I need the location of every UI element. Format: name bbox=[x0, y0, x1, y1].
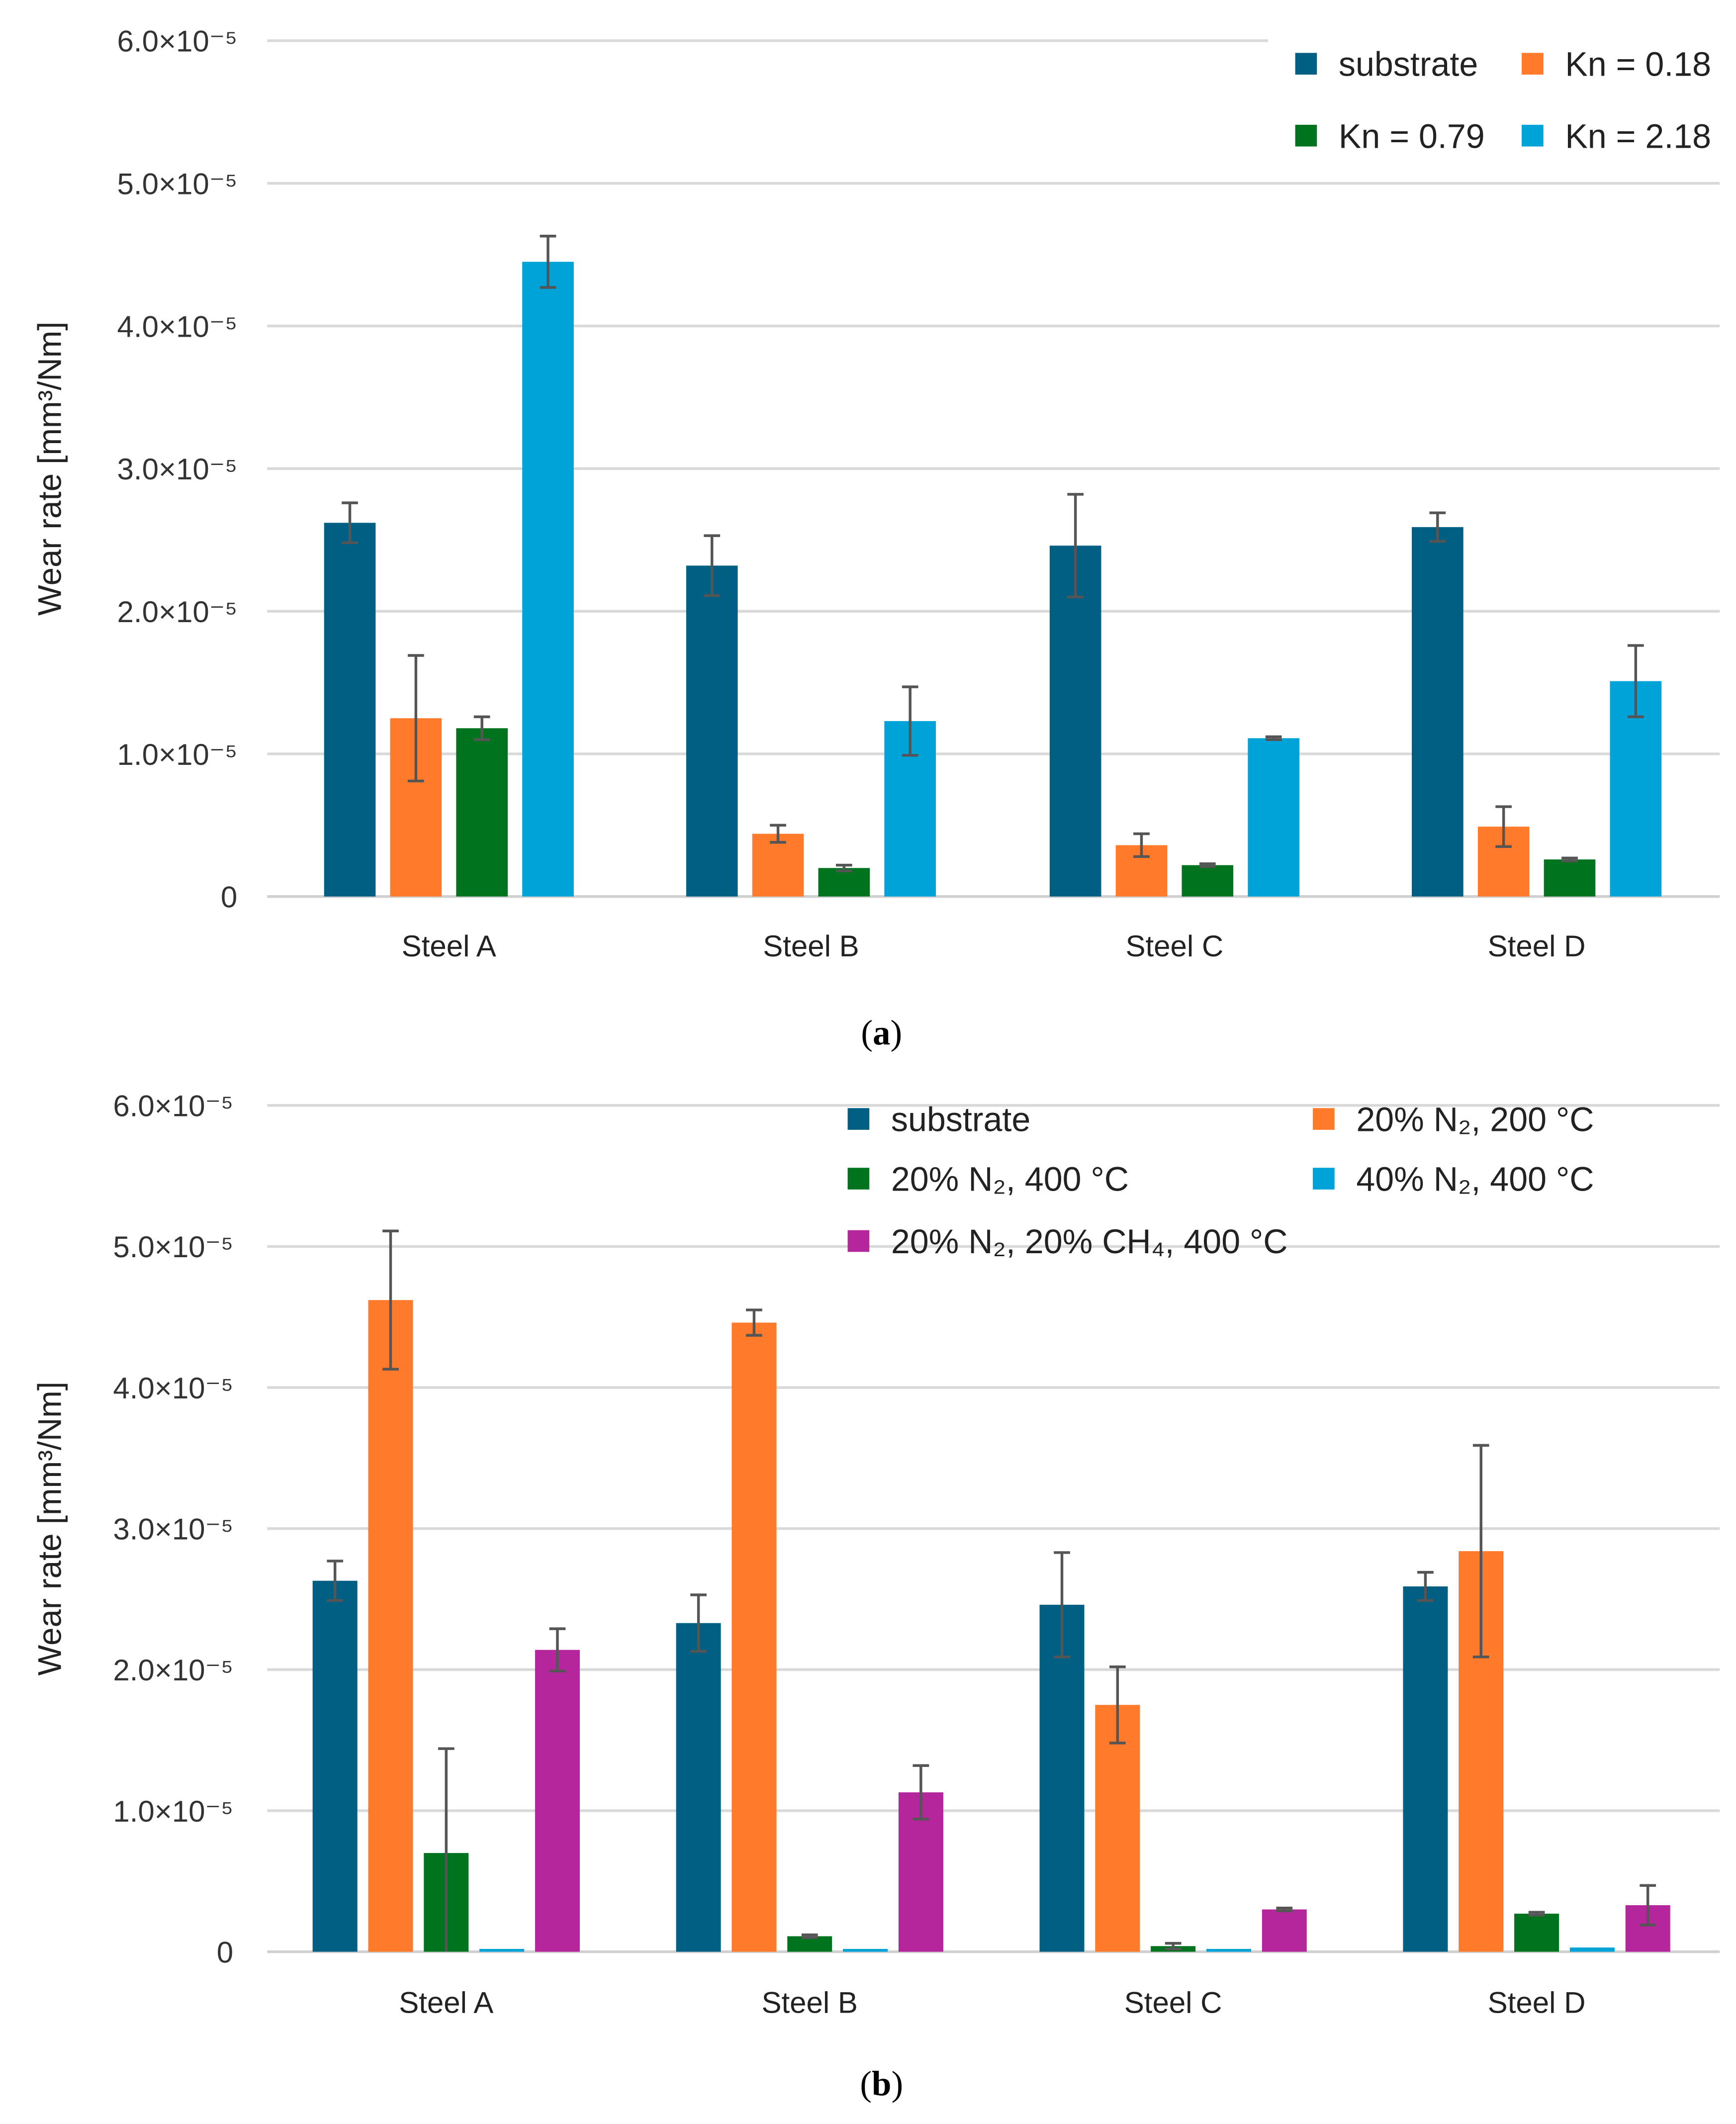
legend-swatch bbox=[847, 1168, 870, 1190]
y-tick-label: 4.0×10⁻⁵ bbox=[117, 310, 238, 343]
bar-b-s1-0 bbox=[368, 1300, 413, 1952]
x-tick-label: Steel C bbox=[1124, 1986, 1222, 2019]
panel-caption: (b) bbox=[860, 2065, 903, 2104]
x-tick-label: Steel B bbox=[761, 1986, 857, 2019]
chart-b: 0 1.0×10⁻⁵ 2.0×10⁻⁵ 3.0×10⁻⁵ 4.0×10⁻⁵ 5.0×10⁻… bbox=[32, 1090, 1720, 2104]
bar-a-s2-3 bbox=[1544, 859, 1596, 897]
x-tick-label: Steel D bbox=[1488, 929, 1586, 963]
x-tick-label: Steel A bbox=[399, 1986, 493, 2019]
legend-label: Kn = 2.18 bbox=[1565, 117, 1711, 155]
legend-swatch bbox=[1313, 1108, 1335, 1130]
y-tick-label: 2.0×10⁻⁵ bbox=[117, 595, 238, 629]
y-tick-label: 5.0×10⁻⁵ bbox=[117, 167, 238, 200]
x-tick-label: Steel A bbox=[402, 929, 496, 963]
x-tick-label: Steel D bbox=[1488, 1986, 1586, 2019]
y-tick-label: 6.0×10⁻⁵ bbox=[117, 25, 238, 58]
bar-b-s0-3 bbox=[1403, 1586, 1448, 1952]
panel-letter: b bbox=[872, 2065, 891, 2104]
y-axis-label: Wear rate [mm³/Nm] bbox=[32, 322, 68, 616]
x-tick-label: Steel C bbox=[1125, 929, 1223, 963]
bar-a-s2-2 bbox=[1182, 865, 1234, 897]
bar-a-s3-0 bbox=[522, 262, 574, 897]
bar-a-s0-0 bbox=[324, 523, 376, 897]
bar-b-s0-2 bbox=[1039, 1604, 1085, 1952]
y-tick-label: 0 bbox=[221, 881, 237, 914]
y-tick-label: 1.0×10⁻⁵ bbox=[117, 738, 238, 771]
bar-b-s4-2 bbox=[1262, 1909, 1307, 1952]
legend-swatch bbox=[847, 1108, 870, 1130]
bar-b-s3-3 bbox=[1569, 1947, 1615, 1952]
panel-caption: (a) bbox=[861, 1014, 902, 1052]
bar-a-s3-2 bbox=[1248, 738, 1299, 897]
legend-label: 40% N₂, 400 °C bbox=[1356, 1161, 1594, 1199]
bar-a-s0-1 bbox=[686, 565, 738, 897]
y-tick-label: 2.0×10⁻⁵ bbox=[113, 1654, 233, 1687]
chart-a: 0 1.0×10⁻⁵ 2.0×10⁻⁵ 3.0×10⁻⁵ 4.0×10⁻⁵ 5.0×10⁻… bbox=[32, 25, 1720, 1052]
bar-a-s1-1 bbox=[752, 833, 804, 897]
bar-b-s4-0 bbox=[535, 1650, 580, 1952]
bar-a-s2-1 bbox=[818, 868, 870, 897]
y-tick-label: 0 bbox=[217, 1936, 233, 1969]
legend-swatch bbox=[1295, 124, 1317, 147]
y-tick-label: 3.0×10⁻⁵ bbox=[113, 1513, 233, 1546]
legend-swatch bbox=[1522, 124, 1544, 147]
legend-swatch bbox=[1295, 53, 1317, 75]
bar-a-s2-0 bbox=[456, 728, 508, 897]
bar-b-s0-0 bbox=[312, 1580, 358, 1952]
bar-b-s2-3 bbox=[1514, 1914, 1559, 1952]
y-tick-label: 4.0×10⁻⁵ bbox=[113, 1372, 233, 1405]
legend-swatch bbox=[1522, 53, 1544, 75]
legend-label: 20% N₂, 200 °C bbox=[1356, 1101, 1594, 1139]
bar-b-s1-1 bbox=[731, 1322, 777, 1952]
legend-label: Kn = 0.79 bbox=[1339, 117, 1485, 155]
bar-b-s0-1 bbox=[676, 1623, 721, 1952]
y-tick-label: 3.0×10⁻⁵ bbox=[117, 453, 238, 486]
x-tick-label: Steel B bbox=[763, 929, 859, 963]
legend-label: 20% N₂, 20% CH₄, 400 °C bbox=[891, 1223, 1288, 1261]
bar-b-s3-0 bbox=[479, 1948, 525, 1952]
legend-swatch bbox=[1313, 1168, 1335, 1190]
legend-swatch bbox=[847, 1230, 870, 1252]
bar-a-s0-3 bbox=[1412, 527, 1463, 897]
bar-b-s1-2 bbox=[1095, 1705, 1140, 1952]
legend-label: Kn = 0.18 bbox=[1565, 46, 1711, 84]
legend-label: substrate bbox=[1339, 46, 1478, 84]
y-tick-label: 1.0×10⁻⁵ bbox=[113, 1795, 233, 1828]
bar-b-s3-1 bbox=[843, 1948, 888, 1952]
bar-b-s3-2 bbox=[1206, 1948, 1251, 1952]
panel-letter: a bbox=[873, 1014, 890, 1052]
legend-label: 20% N₂, 400 °C bbox=[891, 1161, 1129, 1199]
y-tick-label: 6.0×10⁻⁵ bbox=[113, 1090, 233, 1123]
bar-a-s0-2 bbox=[1049, 546, 1101, 897]
y-tick-label: 5.0×10⁻⁵ bbox=[113, 1230, 233, 1264]
y-axis-label: Wear rate [mm³/Nm] bbox=[32, 1382, 68, 1675]
legend-label: substrate bbox=[891, 1101, 1030, 1139]
